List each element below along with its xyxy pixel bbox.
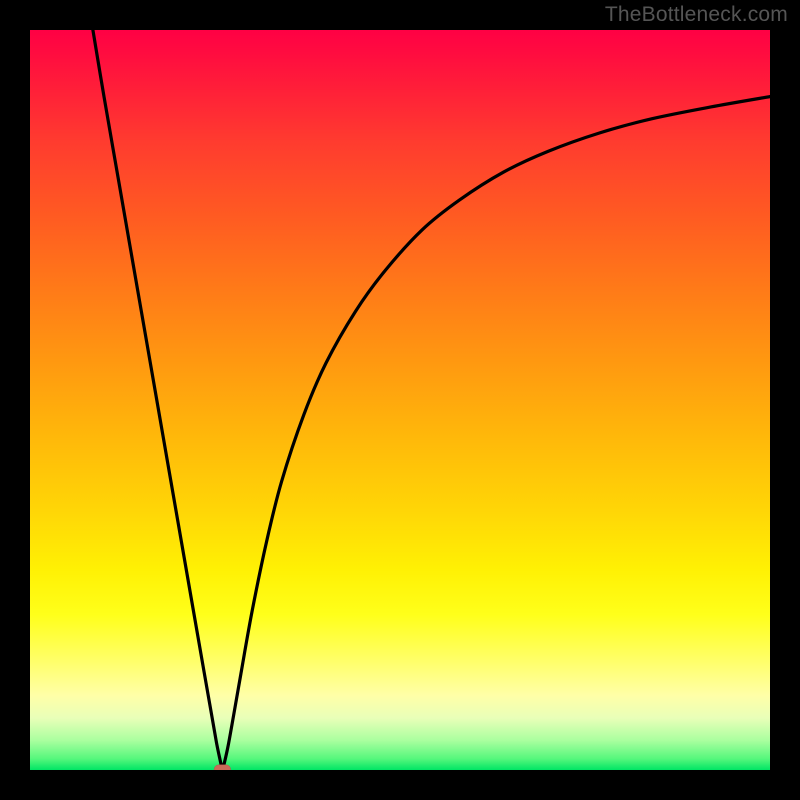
watermark-text: TheBottleneck.com bbox=[605, 3, 788, 27]
minimum-marker bbox=[214, 765, 230, 770]
gradient-background bbox=[30, 30, 770, 770]
plot-area bbox=[30, 30, 770, 770]
plot-svg bbox=[30, 30, 770, 770]
chart-container: TheBottleneck.com bbox=[0, 0, 800, 800]
